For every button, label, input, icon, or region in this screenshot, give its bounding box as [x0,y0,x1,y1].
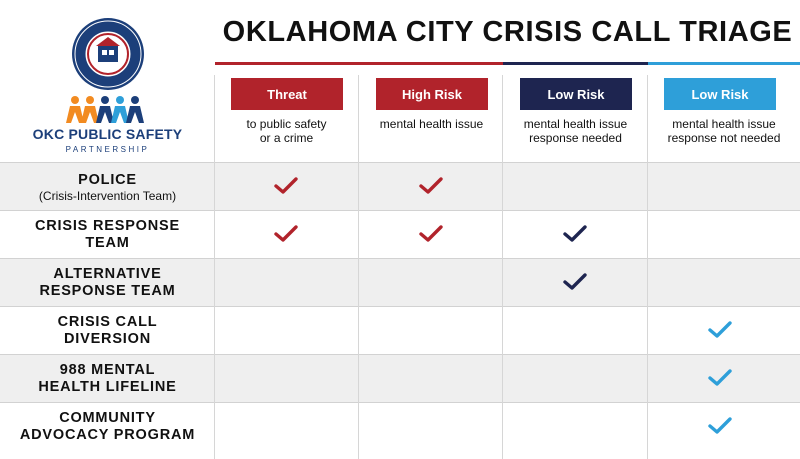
column-desc-low-risk-not-needed: mental health issue response not needed [648,117,800,145]
check-icon [563,225,587,242]
row-label-line1: COMMUNITY [59,410,156,426]
check-icon [563,273,587,290]
table-row-crisis-response-team: CRISIS RESPONSE TEAM [0,210,800,259]
column-desc-line: mental health issue [672,117,776,131]
check-icon [419,225,443,242]
column-desc-high-risk: mental health issue [359,117,504,131]
check-icon [274,225,298,242]
column-desc-line: mental health issue [379,117,484,131]
table-row-crisis-call-diversion: CRISIS CALL DIVERSION [0,306,800,355]
page-title: OKLAHOMA CITY CRISIS CALL TRIAGE [222,16,793,48]
table-row-community-advocacy: COMMUNITY ADVOCACY PROGRAM [0,402,800,451]
column-header-low-risk-needed: Low Risk [520,78,632,110]
row-label-line2: RESPONSE TEAM [39,283,176,299]
row-label-line2: (Crisis-Intervention Team) [38,188,177,203]
row-label-line2: ADVOCACY PROGRAM [19,427,196,443]
check-icon [708,417,732,434]
column-desc-threat: to public safety or a crime [214,117,359,145]
title-rule-blue [648,62,800,65]
header: OKC PUBLIC SAFETY PARTNERSHIP OKLAHOMA C… [0,0,800,162]
check-icon [708,321,732,338]
partnership-people-icon [66,96,144,123]
check-icon [419,177,443,194]
column-divider [358,75,359,459]
column-header-high-risk: High Risk [376,78,488,110]
row-label-line2: DIVERSION [64,331,151,347]
column-desc-line: response needed [529,131,622,145]
table-row-988-lifeline: 988 MENTAL HEALTH LIFELINE [0,354,800,403]
row-label-line2: TEAM [85,235,130,251]
row-label: CRISIS CALL DIVERSION [0,307,215,355]
column-desc-low-risk-needed: mental health issue response needed [503,117,648,145]
row-label-line1: CRISIS RESPONSE [35,218,180,234]
table-row-alternative-response-team: ALTERNATIVE RESPONSE TEAM [0,258,800,307]
title-rule-red [215,62,503,65]
city-seal-icon [72,18,144,90]
column-desc-line: mental health issue [523,117,628,131]
column-divider [502,75,503,459]
column-divider [647,75,648,459]
column-desc-line: to public safety [246,117,327,131]
row-label-line1: CRISIS CALL [57,314,158,330]
row-label-line1: 988 MENTAL [59,362,156,378]
column-desc-line: response not needed [667,131,781,145]
check-icon [708,369,732,386]
brand-name: OKC PUBLIC SAFETY [32,126,183,142]
row-label-line2: HEALTH LIFELINE [38,379,177,395]
row-label-line1: ALTERNATIVE [53,266,162,282]
column-divider [214,75,215,459]
column-desc-line: or a crime [259,131,314,145]
column-header-low-risk-not-needed: Low Risk [664,78,776,110]
row-label: POLICE (Crisis-Intervention Team) [0,163,215,211]
brand-subtitle: PARTNERSHIP [65,145,150,154]
row-label: 988 MENTAL HEALTH LIFELINE [0,355,215,403]
check-icon [274,177,298,194]
row-label: COMMUNITY ADVOCACY PROGRAM [0,403,215,451]
column-header-threat: Threat [231,78,343,110]
table-row-police: POLICE (Crisis-Intervention Team) [0,162,800,211]
row-label-line1: POLICE [78,171,137,188]
row-label: CRISIS RESPONSE TEAM [0,211,215,259]
title-rule-navy [503,62,648,65]
row-label: ALTERNATIVE RESPONSE TEAM [0,259,215,307]
